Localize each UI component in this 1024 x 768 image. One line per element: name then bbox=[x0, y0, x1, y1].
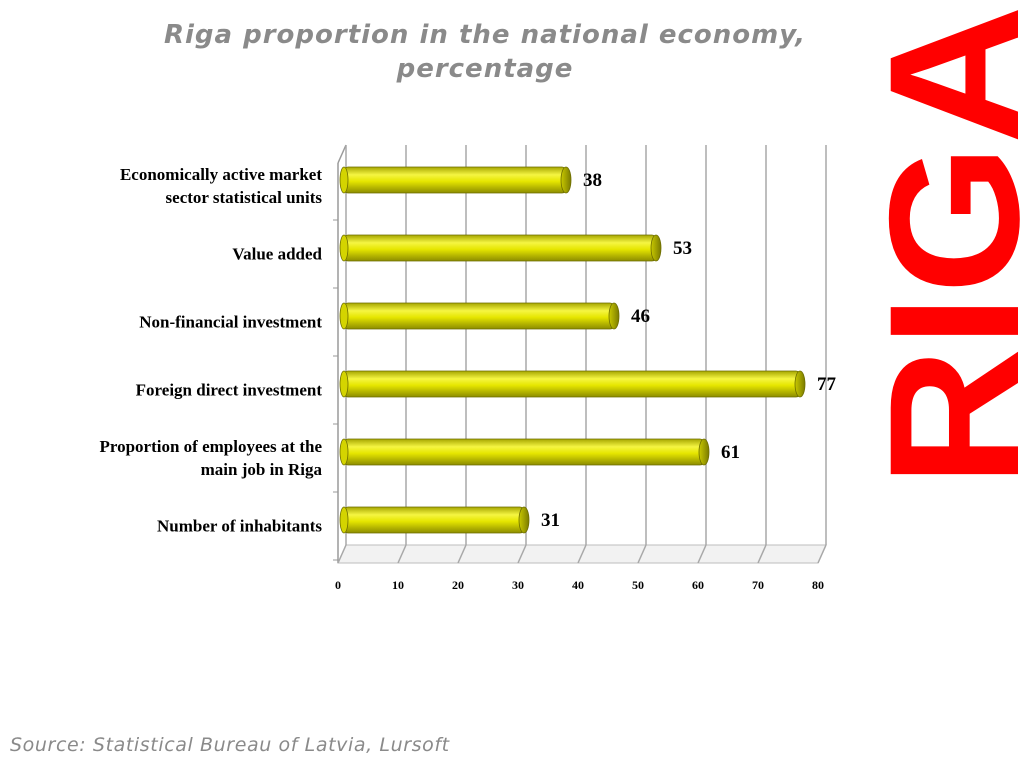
bar-value-label: 61 bbox=[721, 442, 740, 463]
bar-end-cap bbox=[518, 506, 530, 534]
category-label-line: Economically active market bbox=[119, 165, 322, 184]
bar-value-label: 77 bbox=[817, 374, 837, 395]
svg-text:RIGA: RIGA bbox=[876, 5, 1024, 487]
bar-end-cap bbox=[608, 302, 620, 330]
category-label: Proportion of employees at the main job i… bbox=[32, 435, 322, 481]
category-label-line: Number of inhabitants bbox=[157, 516, 322, 536]
bar bbox=[343, 302, 615, 330]
gridline-floor bbox=[517, 544, 527, 564]
category-label-line: main job in Riga bbox=[200, 460, 322, 479]
chart-title-line-2: percentage bbox=[396, 54, 574, 84]
x-axis-ticks: 0 10 20 30 40 50 60 70 80 bbox=[335, 578, 824, 592]
x-tick-label: 40 bbox=[572, 578, 584, 592]
gridline-floor bbox=[337, 544, 347, 564]
bar-start-cap bbox=[339, 370, 349, 398]
category-label: Value added bbox=[32, 243, 322, 266]
bar-end-cap bbox=[698, 438, 710, 466]
chart-title-line-1: Riga proportion in the national economy, bbox=[163, 20, 807, 50]
category-label: Foreign direct investment bbox=[32, 379, 322, 402]
x-tick-label: 50 bbox=[632, 578, 644, 592]
category-label-line: Non-financial investment bbox=[139, 312, 322, 332]
bar-start-cap bbox=[339, 438, 349, 466]
bar-value-label: 31 bbox=[541, 510, 560, 531]
bar bbox=[343, 166, 567, 194]
bar-end-cap bbox=[560, 166, 572, 194]
bar-start-cap bbox=[339, 166, 349, 194]
category-label-line: Value added bbox=[232, 244, 322, 264]
source-note: Source: Statistical Bureau of Latvia, Lu… bbox=[10, 734, 450, 756]
chart-title: Riga proportion in the national economy,… bbox=[120, 18, 850, 86]
gridline-floor bbox=[757, 544, 767, 564]
bar-start-cap bbox=[339, 234, 349, 262]
chart-gridlines bbox=[333, 144, 827, 564]
category-label-line: Proportion of employees at the bbox=[99, 437, 322, 456]
bar-end-cap bbox=[650, 234, 662, 262]
x-tick-label: 20 bbox=[452, 578, 464, 592]
x-tick-label: 30 bbox=[512, 578, 524, 592]
category-label-line: sector statistical units bbox=[165, 188, 322, 207]
bar-start-cap bbox=[339, 302, 349, 330]
gridline-floor bbox=[397, 544, 407, 564]
category-label: Non-financial investment bbox=[32, 311, 322, 334]
bar bbox=[343, 234, 657, 262]
chart-bars: 38 53 46 77 61 31 bbox=[339, 166, 837, 534]
bar bbox=[343, 506, 525, 534]
bar-start-cap bbox=[339, 506, 349, 534]
gridline-floor bbox=[577, 544, 587, 564]
x-tick-label: 0 bbox=[335, 578, 341, 592]
x-tick-label: 70 bbox=[752, 578, 764, 592]
x-tick-label: 80 bbox=[812, 578, 824, 592]
bar-value-label: 46 bbox=[631, 306, 650, 327]
x-tick-label: 10 bbox=[392, 578, 404, 592]
wall-edge bbox=[337, 144, 347, 164]
category-label: Economically active market sector statist… bbox=[32, 163, 322, 209]
category-label: Number of inhabitants bbox=[32, 515, 322, 538]
gridline-floor bbox=[817, 544, 827, 564]
bar bbox=[343, 438, 705, 466]
x-tick-label: 60 bbox=[692, 578, 704, 592]
riga-logo: RIGA bbox=[852, 0, 1024, 490]
category-label-line: Foreign direct investment bbox=[135, 380, 322, 400]
bar-end-cap bbox=[794, 370, 806, 398]
bar-value-label: 53 bbox=[673, 238, 692, 259]
gridline-floor bbox=[637, 544, 647, 564]
gridline-floor bbox=[697, 544, 707, 564]
gridline-floor bbox=[457, 544, 467, 564]
bar bbox=[343, 370, 801, 398]
bar-value-label: 38 bbox=[583, 170, 602, 191]
